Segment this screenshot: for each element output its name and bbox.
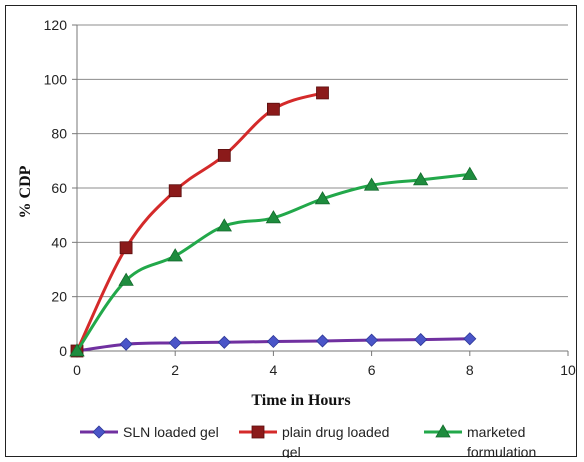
data-point <box>315 334 330 348</box>
series-line <box>75 91 323 352</box>
x-tick-label: 10 <box>560 362 576 378</box>
data-point <box>265 210 282 224</box>
tick-labels: 0 20 40 60 80 100 120 0 2 4 6 8 10 <box>44 17 576 378</box>
data-point <box>462 166 478 180</box>
data-point <box>463 332 477 346</box>
chart-frame: 0 20 40 60 80 100 120 0 2 4 6 8 10 Time in Hours % C… <box>5 5 577 458</box>
series-2 <box>69 166 478 357</box>
data-point <box>266 102 280 116</box>
data-point <box>217 335 231 349</box>
legend: SLN loaded gel plain drug loaded gel market… <box>80 424 536 458</box>
data-point <box>314 191 331 205</box>
y-tick-label: 0 <box>59 343 67 359</box>
y-tick-label: 40 <box>51 234 67 250</box>
line-chart: 0 20 40 60 80 100 120 0 2 4 6 8 10 Time in Hours % C… <box>17 17 576 458</box>
series-1 <box>70 86 329 358</box>
legend-marker <box>251 425 265 439</box>
data-point <box>168 184 182 198</box>
legend-label: formulation <box>467 444 536 458</box>
gridlines <box>77 24 568 298</box>
data-point <box>316 86 329 100</box>
legend-marker <box>435 424 451 438</box>
series <box>69 86 478 358</box>
y-tick-label: 100 <box>44 71 68 87</box>
axes <box>72 24 569 356</box>
series-line <box>75 172 470 352</box>
y-axis-title: % CDP <box>17 165 34 218</box>
data-point <box>363 177 380 191</box>
x-tick-label: 2 <box>171 362 179 378</box>
x-tick-label: 0 <box>73 362 81 378</box>
data-point <box>119 241 133 255</box>
y-tick-label: 120 <box>44 17 68 33</box>
data-point <box>413 172 429 186</box>
data-point <box>118 272 134 286</box>
legend-label: gel <box>282 444 301 458</box>
legend-label: marketed <box>467 424 525 440</box>
legend-label: SLN loaded gel <box>123 424 219 440</box>
data-point <box>266 334 280 349</box>
x-tick-label: 6 <box>368 362 376 378</box>
y-tick-label: 60 <box>51 180 67 196</box>
legend-marker <box>92 425 106 439</box>
data-point <box>167 248 183 262</box>
legend-label: plain drug loaded <box>282 424 389 440</box>
legend-item-0: SLN loaded gel <box>80 424 219 440</box>
data-point <box>414 333 428 347</box>
legend-item-2: marketed formulation <box>424 424 536 458</box>
data-point <box>168 336 182 350</box>
data-point <box>217 148 231 162</box>
x-tick-label: 4 <box>270 362 278 378</box>
y-tick-label: 20 <box>51 289 67 305</box>
data-point <box>69 343 85 357</box>
data-point <box>119 337 133 351</box>
legend-item-1: plain drug loaded gel <box>239 424 389 458</box>
x-tick-label: 8 <box>466 362 474 378</box>
x-axis-title: Time in Hours <box>251 392 350 409</box>
y-tick-label: 80 <box>51 126 67 142</box>
data-point <box>216 218 232 232</box>
data-point <box>365 333 379 347</box>
